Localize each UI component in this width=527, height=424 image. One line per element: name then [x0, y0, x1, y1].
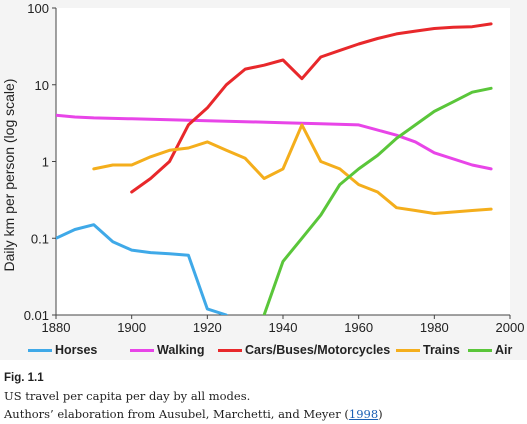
citation-link[interactable]: 1998 [348, 407, 379, 421]
figure-description: US travel per capita per day by all mode… [4, 389, 251, 403]
legend-item-trains: Trains [396, 338, 460, 362]
legend-swatch [130, 348, 154, 352]
series-line-cars-buses-motorcycles [130, 22, 493, 194]
figure-label: Fig. 1.1 [4, 372, 44, 384]
legend-item-cars-buses-motorcycles: Cars/Buses/Motorcycles [218, 338, 390, 362]
y-tick-label: 0.01 [24, 308, 49, 323]
source-suffix: ) [378, 407, 383, 421]
y-axis-title: Daily km per person (log scale) [1, 79, 17, 272]
x-tick-label: 1980 [420, 320, 449, 335]
series-group [56, 22, 493, 315]
x-tick-label: 1960 [344, 320, 373, 335]
y-tick-label: 1 [42, 155, 49, 170]
plot-area [56, 8, 510, 315]
figure-source: Authors’ elaboration from Ausubel, March… [4, 405, 524, 423]
legend-item-horses: Horses [28, 338, 97, 362]
legend-label: Trains [423, 343, 460, 357]
x-tick-label: 1940 [269, 320, 298, 335]
legend-item-walking: Walking [130, 338, 204, 362]
series-line-trains [92, 123, 493, 215]
legend-swatch [218, 348, 242, 352]
source-prefix: Authors’ elaboration from Ausubel, March… [4, 407, 349, 421]
legend-swatch [396, 348, 420, 352]
series-line-walking [56, 113, 493, 171]
chart: Daily km per person (log scale) 0.01 0.1 1… [1, 1, 525, 335]
x-tick-label: 1880 [42, 320, 71, 335]
x-tick-label: 1920 [193, 320, 222, 335]
series-line-air [262, 86, 493, 315]
y-tick-label: 100 [27, 1, 49, 16]
x-tick-label: 1900 [117, 320, 146, 335]
legend-label: Cars/Buses/Motorcycles [245, 343, 391, 357]
y-tick-label: 0.1 [31, 231, 49, 246]
y-tick-label: 10 [35, 78, 49, 93]
series-line-horses [56, 223, 228, 315]
chart-legend: Horses Walking Cars/Buses/Motorcycles Train… [0, 338, 527, 362]
x-tick-label: 2000 [496, 320, 525, 335]
legend-swatch [468, 348, 492, 352]
legend-item-air: Air [468, 338, 512, 362]
legend-label: Walking [157, 343, 205, 357]
figure-caption: Fig. 1.1 US travel per capita per day by… [4, 369, 524, 423]
legend-label: Air [495, 343, 513, 357]
legend-swatch [28, 348, 52, 352]
legend-label: Horses [55, 343, 98, 357]
